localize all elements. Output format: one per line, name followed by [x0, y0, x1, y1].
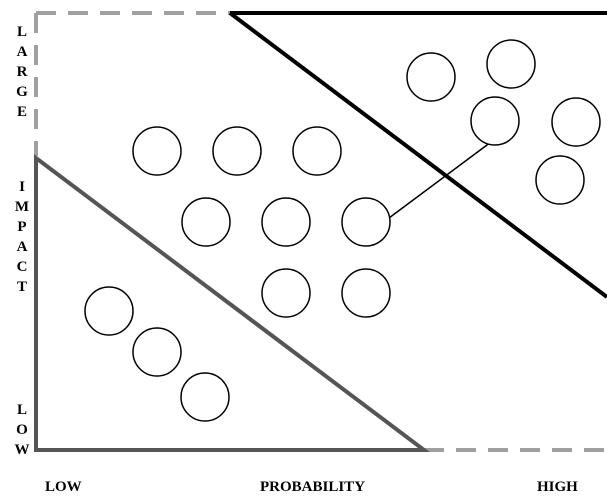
low-risk-zone-border [34, 153, 430, 452]
risk-item [341, 197, 391, 247]
risk-item [212, 126, 262, 176]
axis-letter: A [16, 44, 28, 60]
risk-item [181, 197, 231, 247]
axis-letter: L [16, 402, 27, 418]
x-axis-label-low: LOW [45, 479, 82, 495]
risk-item [132, 126, 182, 176]
risk-item [341, 268, 391, 318]
high-risk-zone-border [228, 11, 607, 299]
risk-item [261, 197, 311, 247]
axis-letter: I [19, 179, 25, 195]
axis-letter: G [16, 84, 28, 100]
x-axis-label-probability: PROBABILITY [260, 479, 366, 495]
axis-letter: A [16, 239, 28, 255]
risk-item [470, 96, 520, 146]
risk-item [261, 268, 311, 318]
axis-letter: R [16, 64, 28, 80]
risk-item [132, 327, 182, 377]
risk-item [406, 52, 456, 102]
risk-item [180, 372, 230, 422]
risk-item [551, 97, 601, 147]
axis-letter: E [16, 104, 27, 120]
risk-item [84, 286, 134, 336]
x-axis-label-high: HIGH [537, 479, 578, 495]
axis-letter: T [16, 279, 27, 295]
axis-letter: C [16, 259, 28, 275]
connector-line [388, 141, 492, 219]
axis-letter: L [16, 24, 27, 40]
axis-letter: P [17, 219, 27, 235]
risk-item [486, 39, 536, 89]
risk-item [535, 155, 585, 205]
axis-letter: M [14, 199, 30, 215]
axis-letter: O [16, 422, 28, 438]
axis-letter: W [14, 442, 30, 458]
risk-item [292, 126, 342, 176]
